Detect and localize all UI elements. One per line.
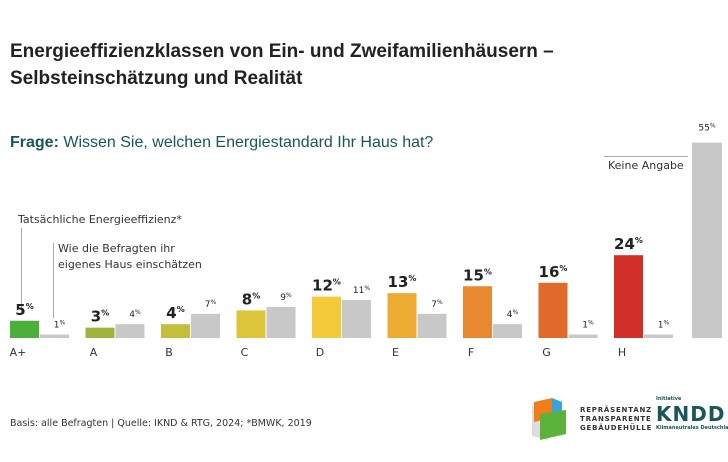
footer-source: Basis: alle Befragten | Quelle: IKND & R… bbox=[10, 418, 312, 429]
iknd-bottom: Klimaneutrales Deutschland bbox=[656, 425, 728, 431]
tick-B: B bbox=[165, 346, 173, 359]
bar-self-C bbox=[266, 306, 296, 338]
label-actual-G: 16% bbox=[539, 263, 568, 281]
label-self-A+: 1% bbox=[54, 320, 66, 331]
label-actual-A+: 5% bbox=[15, 301, 33, 319]
label-actual-H: 24% bbox=[614, 235, 643, 253]
annotation-self-line-1: Wie die Befragten ihr bbox=[58, 242, 175, 255]
tick-E: E bbox=[392, 346, 399, 359]
bar-self-G bbox=[568, 334, 598, 338]
tick-A+: A+ bbox=[10, 346, 27, 359]
annotation-none: Keine Angabe bbox=[608, 159, 684, 172]
bar-actual-G bbox=[538, 282, 568, 338]
title-line-1: Energieeffizienzklassen von Ein- und Zwe… bbox=[10, 41, 554, 62]
rtg-logo-text: REPRÄSENTANZ TRANSPARENTE GEBÄUDEHÜLLE bbox=[580, 406, 653, 432]
question-label: Frage: bbox=[10, 134, 59, 151]
annotation-none-line bbox=[604, 156, 688, 157]
label-actual-F: 15% bbox=[463, 266, 492, 284]
label-self-H: 1% bbox=[658, 320, 670, 331]
bar-actual-D bbox=[312, 296, 341, 338]
tick-A: A bbox=[90, 346, 98, 359]
bar-actual-C bbox=[236, 310, 266, 338]
annotation-self-line bbox=[53, 243, 54, 318]
bar-actual-H bbox=[614, 255, 643, 338]
tick-C: C bbox=[241, 346, 249, 359]
bar-self-H bbox=[644, 334, 673, 338]
rtg-logo bbox=[532, 398, 566, 440]
label-actual-D: 12% bbox=[312, 277, 341, 295]
iknd-top: Initiative bbox=[656, 396, 682, 402]
iknd-logo: Initiative KNDD Klimaneutrales Deutschla… bbox=[656, 396, 728, 432]
annotation-actual: Tatsächliche Energieeffizienz* bbox=[18, 213, 182, 226]
bar-self-D bbox=[342, 300, 371, 338]
bar-self-A+ bbox=[40, 334, 69, 338]
label-self-G: 1% bbox=[582, 320, 594, 331]
annotation-self: Wie die Befragten ihr eigenes Haus einsc… bbox=[58, 241, 202, 273]
tick-G: G bbox=[542, 346, 551, 359]
annotation-actual-line bbox=[21, 228, 22, 312]
bar-keine-angabe bbox=[692, 142, 722, 338]
bar-actual-A bbox=[85, 327, 115, 338]
bar-actual-F bbox=[463, 286, 492, 338]
label-self-A: 4% bbox=[129, 309, 141, 320]
tick-H: H bbox=[618, 346, 626, 359]
label-self-C: 9% bbox=[280, 292, 292, 303]
iknd-main: KNDD bbox=[656, 402, 726, 426]
bar-actual-A+ bbox=[10, 320, 39, 338]
label-keine-angabe: 55% bbox=[698, 123, 715, 134]
label-self-D: 11% bbox=[353, 285, 370, 296]
bar-self-F bbox=[493, 324, 522, 338]
label-actual-A: 3% bbox=[91, 308, 109, 326]
question-text: Wissen Sie, welchen Energiestandard Ihr … bbox=[58, 134, 434, 151]
tick-D: D bbox=[316, 346, 324, 359]
chart-title: Energieeffizienzklassen von Ein- und Zwe… bbox=[10, 38, 554, 92]
bar-self-A bbox=[115, 324, 145, 338]
label-actual-E: 13% bbox=[388, 273, 417, 291]
label-self-F: 4% bbox=[507, 309, 519, 320]
bar-self-B bbox=[191, 313, 220, 338]
title-line-2: Selbsteinschätzung und Realität bbox=[10, 68, 303, 89]
annotation-self-line-2: eigenes Haus einschätzen bbox=[58, 258, 202, 271]
label-self-E: 7% bbox=[431, 299, 443, 310]
bar-actual-E bbox=[387, 293, 417, 338]
tick-F: F bbox=[468, 346, 474, 359]
question: Frage: Wissen Sie, welchen Energiestanda… bbox=[10, 134, 433, 152]
bar-actual-B bbox=[161, 324, 190, 338]
label-self-B: 7% bbox=[205, 299, 217, 310]
label-actual-B: 4% bbox=[166, 304, 184, 322]
bar-self-E bbox=[417, 313, 447, 338]
label-actual-C: 8% bbox=[242, 290, 260, 308]
